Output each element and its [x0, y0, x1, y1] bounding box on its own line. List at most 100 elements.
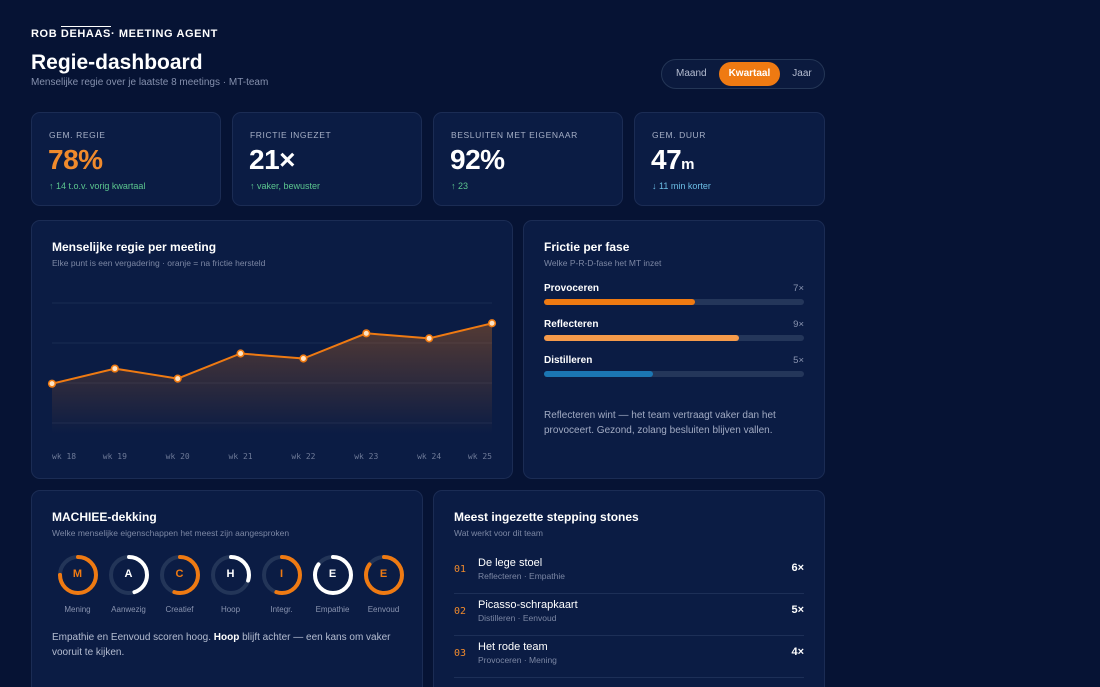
phase-count: 5× — [793, 355, 804, 366]
ring-gauge — [210, 555, 251, 595]
chart-x-tick-label: wk 20 — [166, 452, 190, 461]
chart-point-wk-22[interactable] — [299, 354, 308, 363]
period-option-kwartaal[interactable]: Kwartaal — [718, 62, 781, 86]
machiee-ring-empathie: E Empathie — [307, 554, 358, 614]
ring-gauge — [261, 555, 302, 595]
brand-logo: ROB DEHAAS· MEETING AGENT — [31, 26, 218, 40]
chart-point-wk-25[interactable] — [487, 319, 497, 328]
phase-fill — [544, 371, 654, 377]
period-toggle: Maand Kwartaal Jaar — [661, 59, 825, 89]
stepping-stones-card: Meest ingezette stepping stones Wat werk… — [433, 490, 825, 687]
kpi-label: GEM. DUUR — [652, 130, 707, 140]
phase-track — [544, 335, 804, 341]
kpi-value: 78% — [48, 144, 103, 175]
stones-title: Meest ingezette stepping stones — [454, 510, 639, 524]
chart-x-tick-label: wk 18 — [52, 452, 76, 461]
stone-item[interactable]: 02 Picasso-schrapkaart Distilleren · Een… — [454, 594, 804, 636]
machiee-card: MACHIEE-dekking Welke menselijke eigensc… — [31, 490, 423, 687]
chart-point-wk-21[interactable] — [236, 349, 245, 358]
kpi-card-regie: GEM. REGIE 78% ↑ 14 t.o.v. vorig kwartaa… — [31, 112, 221, 206]
page-title: Regie-dashboard — [31, 51, 203, 74]
kpi-delta: ↑ 23 — [451, 181, 469, 191]
phase-fill — [544, 299, 695, 305]
ring-gauge — [363, 555, 404, 595]
machiee-ring-creatief: C Creatief — [154, 554, 205, 614]
chart-x-tick-label: wk 22 — [291, 452, 315, 461]
ring-gauge — [159, 555, 200, 595]
chart-point-wk-19[interactable] — [110, 364, 119, 373]
ring-letter: M — [72, 568, 83, 580]
stone-count: 4× — [791, 646, 804, 658]
ring-letter: E — [379, 568, 388, 580]
friction-card: Frictie per fase Welke P-R-D-fase het MT… — [523, 220, 825, 479]
period-option-maand[interactable]: Maand — [676, 68, 707, 79]
stone-tags: Reflecteren · Empathie — [478, 571, 565, 581]
ring-gauge — [57, 555, 98, 595]
machiee-subtitle: Welke menselijke eigenschappen het meest… — [52, 528, 290, 538]
friction-note: Reflecteren wint — het team vertraagt va… — [544, 410, 776, 436]
chart-area-fill — [52, 323, 492, 434]
kpi-label: GEM. REGIE — [49, 130, 106, 140]
chart-series-line — [51, 322, 493, 385]
ring-label: Integr. — [270, 605, 293, 614]
stones-subtitle: Wat werkt voor dit team — [454, 528, 543, 538]
ring-letter: A — [124, 568, 133, 580]
chart-x-tick-label: wk 23 — [354, 452, 378, 461]
machiee-note: Empathie en Eenvoud scoren hoog. Hoop bl… — [52, 632, 391, 658]
stone-name: Het rode team — [478, 641, 548, 653]
stone-item[interactable]: 03 Het rode team Provoceren · Mening 4× — [454, 636, 804, 678]
kpi-label: FRICTIE INGEZET — [250, 130, 332, 140]
stone-number: 02 — [454, 606, 467, 617]
kpi-value: 47m — [651, 144, 694, 175]
chart-point-wk-23[interactable] — [362, 329, 371, 338]
machiee-ring-integr: I Integr. — [256, 554, 307, 614]
phase-reflecteren: Reflecteren 9× — [544, 319, 804, 341]
phase-track — [544, 299, 804, 305]
phase-fill — [544, 335, 739, 341]
ring-label: Hoop — [220, 605, 241, 614]
phase-provoceren: Provoceren 7× — [544, 283, 804, 305]
stone-count: 6× — [791, 562, 804, 574]
machiee-ring-hoop: H Hoop — [205, 554, 256, 614]
stone-count: 5× — [791, 604, 804, 616]
stone-name: Picasso-schrapkaart — [478, 599, 578, 611]
period-option-jaar[interactable]: Jaar — [792, 68, 812, 79]
chart-x-tick-label: wk 21 — [229, 452, 253, 461]
stone-number: 01 — [454, 564, 467, 575]
phase-name: Distilleren — [544, 355, 593, 366]
chart-x-tick-label: wk 19 — [103, 452, 127, 461]
friction-subtitle: Welke P-R-D-fase het MT inzet — [544, 258, 662, 268]
chart-point-wk-18[interactable] — [47, 379, 57, 388]
ring-letter: H — [226, 568, 235, 580]
chart-title: Menselijke regie per meeting — [52, 240, 217, 254]
ring-letter: C — [175, 568, 184, 580]
kpi-value: 21× — [249, 144, 296, 175]
kpi-label: BESLUITEN MET EIGENAAR — [451, 130, 578, 140]
stone-name: De lege stoel — [478, 557, 543, 569]
stone-tags: Distilleren · Eenvoud — [478, 613, 557, 623]
friction-title: Frictie per fase — [544, 240, 630, 254]
stone-item[interactable]: 01 De lege stoel Reflecteren · Empathie … — [454, 552, 804, 594]
ring-letter: I — [279, 568, 284, 580]
phase-count: 7× — [793, 283, 804, 294]
ring-gauge — [312, 555, 353, 595]
kpi-delta: ↑ 14 t.o.v. vorig kwartaal — [49, 181, 146, 191]
ring-label: Empathie — [315, 605, 350, 614]
phase-distilleren: Distilleren 5× — [544, 355, 804, 377]
ring-gauge — [108, 555, 149, 595]
kpi-value: 92% — [450, 144, 505, 175]
phase-count: 9× — [793, 319, 804, 330]
ring-letter: E — [328, 568, 337, 580]
machiee-ring-eenvoud: E Eenvoud — [358, 554, 409, 614]
ring-label: Mening — [64, 605, 91, 614]
chart-point-wk-20[interactable] — [173, 374, 182, 383]
kpi-delta: ↑ vaker, bewuster — [250, 181, 321, 191]
machiee-rings: M Mening A Aanwezig C Creatief H Hoop I Integr. E E… — [52, 554, 409, 614]
page-subtitle: Menselijke regie over je laatste 8 meeti… — [31, 77, 269, 88]
machiee-ring-aanwezig: A Aanwezig — [103, 554, 154, 614]
chart-point-wk-24[interactable] — [425, 334, 434, 343]
stone-tags: Provoceren · Mening — [478, 655, 557, 665]
ring-label: Creatief — [165, 605, 194, 614]
machiee-ring-mening: M Mening — [52, 554, 103, 614]
regie-line-chart: wk 18 wk 19 wk 20 wk 21 wk 22 wk 23 wk 24 wk 25 — [47, 302, 497, 461]
